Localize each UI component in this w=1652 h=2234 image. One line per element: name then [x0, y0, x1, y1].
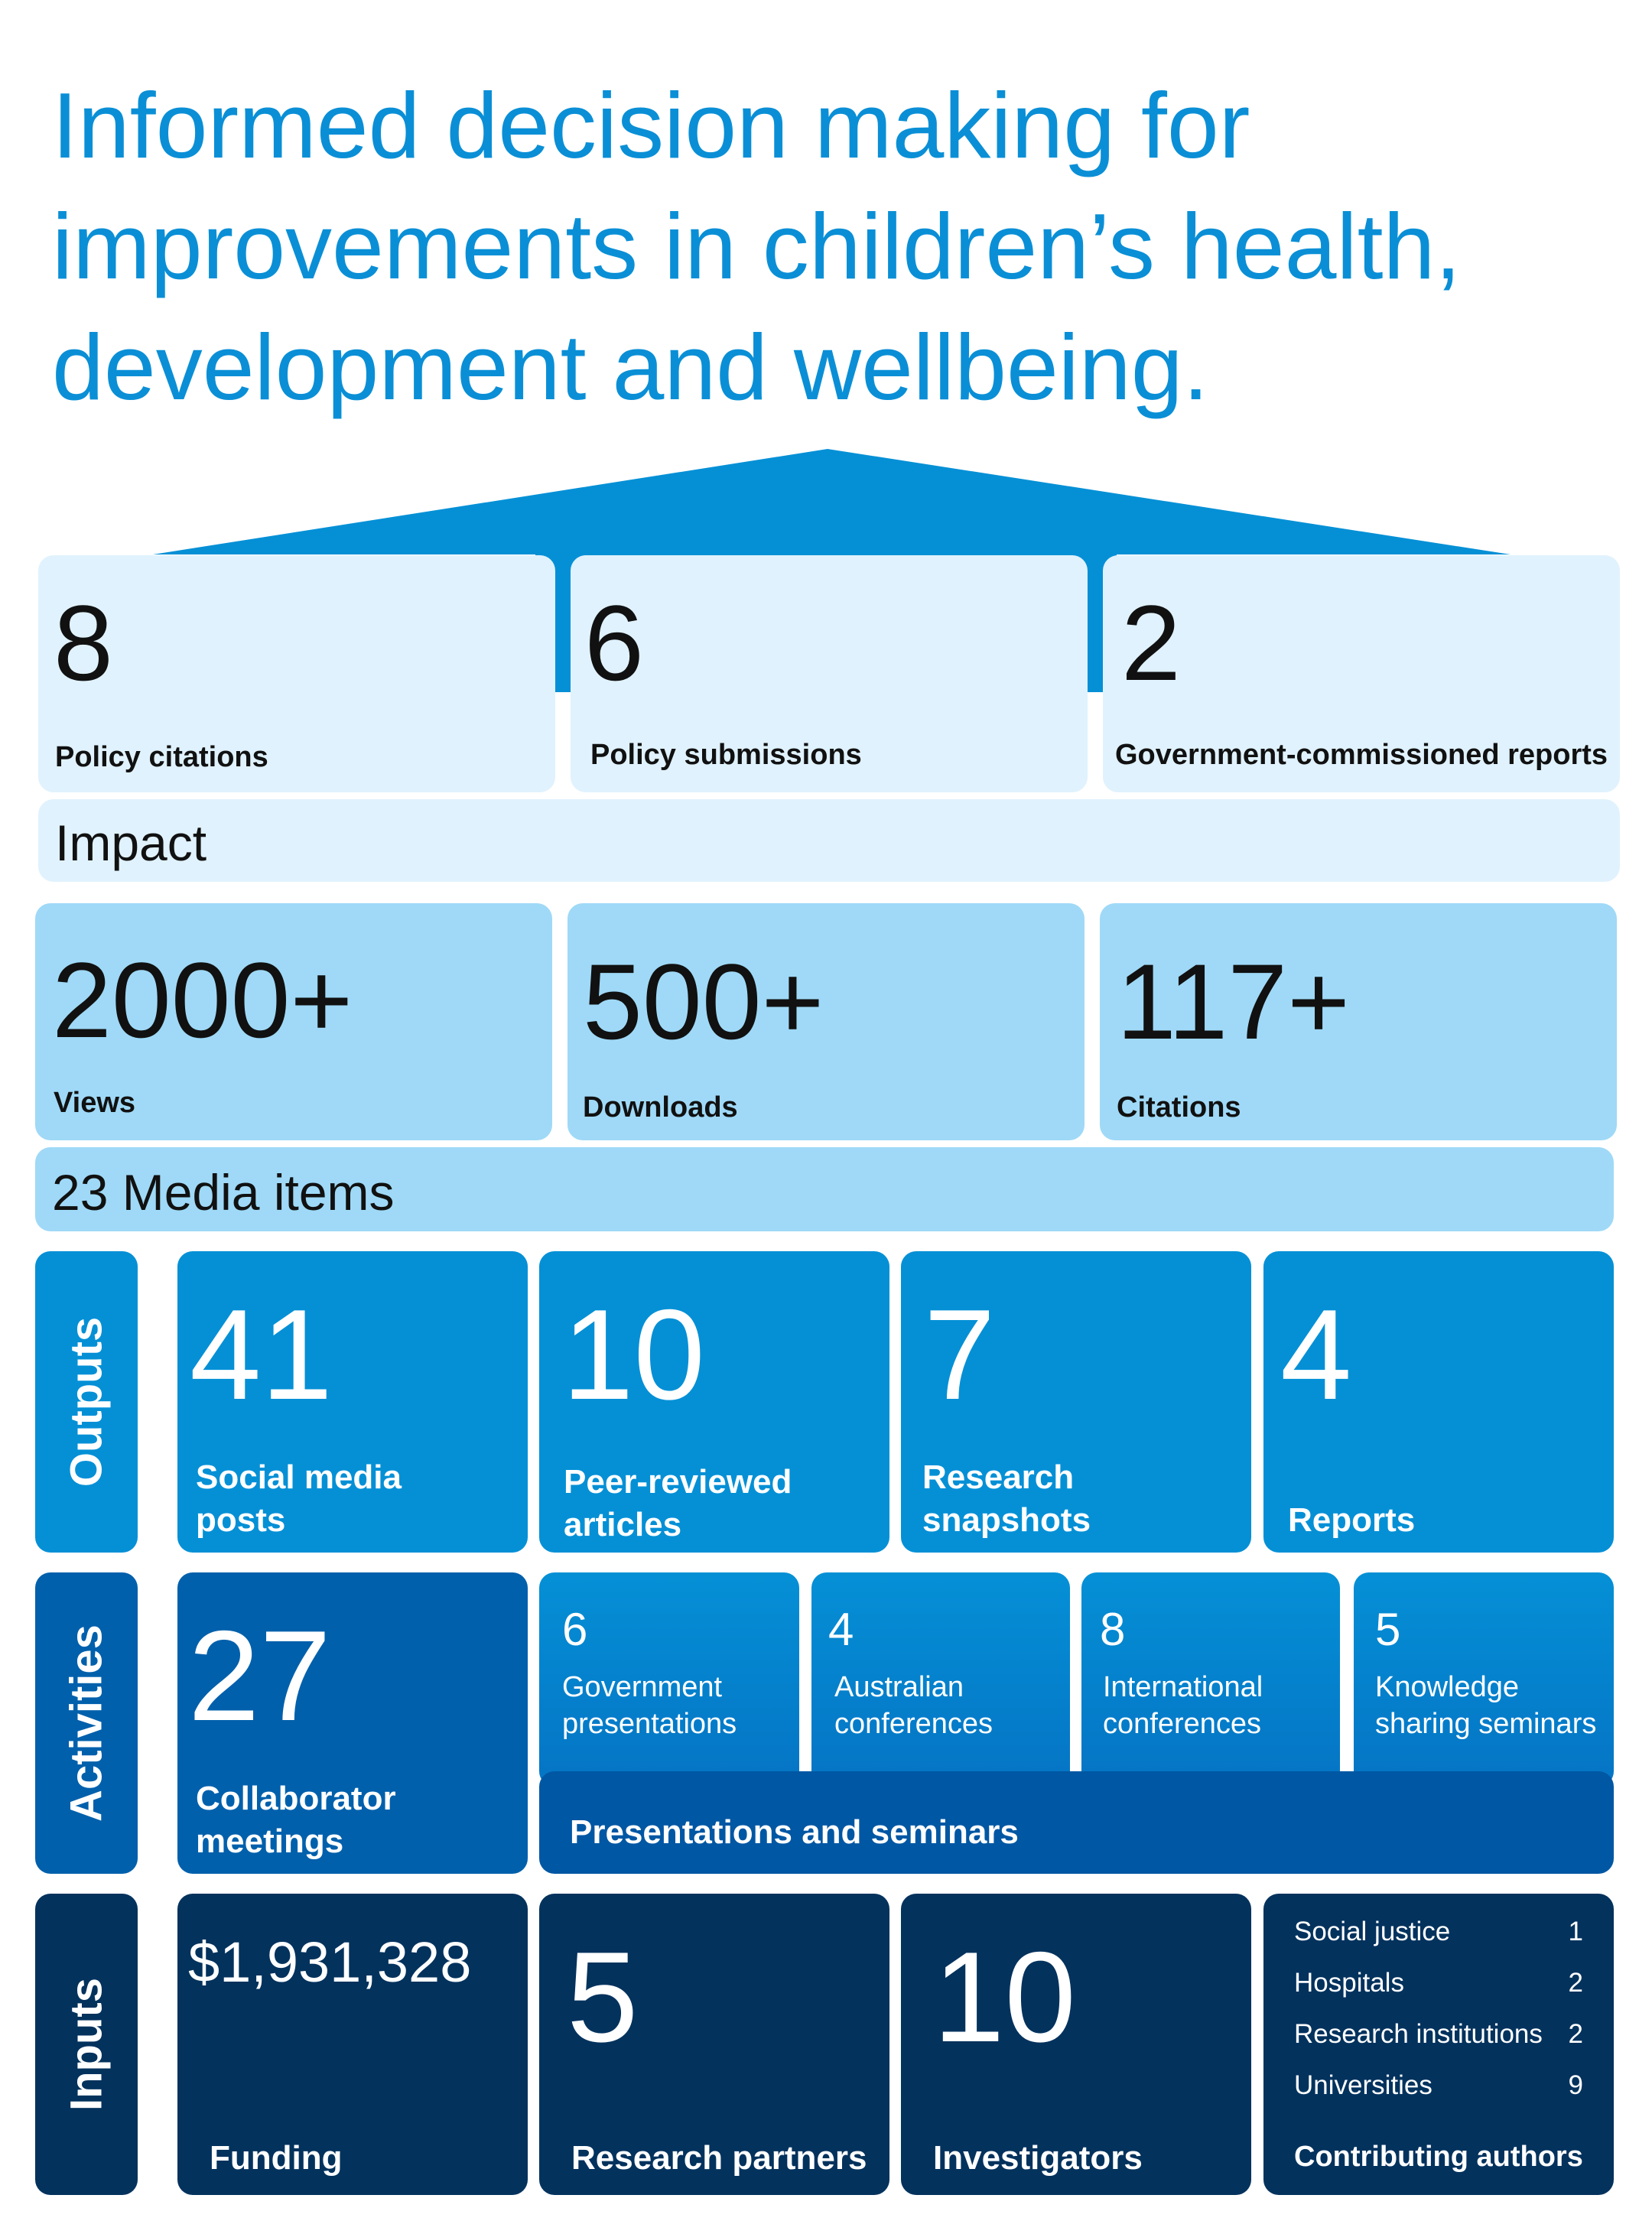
- activity-australian-conferences: 4 Australian conferences: [811, 1572, 1070, 1787]
- reach-label: Citations: [1117, 1091, 1241, 1124]
- authors-row: Universities 9: [1294, 2070, 1583, 2101]
- output-research-snapshots: 7 Research snapshots: [901, 1251, 1251, 1553]
- reach-label: Views: [54, 1087, 136, 1119]
- output-reports: 4 Reports: [1263, 1251, 1614, 1553]
- activity-label: Australian conferences: [834, 1671, 993, 1740]
- inputs-side-label: Inputs: [35, 1894, 138, 2195]
- reach-label: Downloads: [583, 1091, 738, 1124]
- reach-downloads: 500+ Downloads: [567, 903, 1085, 1140]
- authors-row-name: Research institutions: [1294, 2019, 1543, 2049]
- media-items-band: 23 Media items: [35, 1147, 1614, 1231]
- authors-row: Hospitals 2: [1294, 1968, 1583, 1998]
- output-peer-reviewed-articles: 10 Peer-reviewed articles: [539, 1251, 889, 1553]
- authors-row-count: 9: [1568, 2070, 1583, 2100]
- impact-band: Impact: [38, 799, 1620, 882]
- title-line-3: development and wellbeing.: [52, 315, 1209, 419]
- input-contributing-authors: Social justice 1 Hospitals 2 Research in…: [1263, 1894, 1614, 2195]
- authors-row: Social justice 1: [1294, 1917, 1583, 1947]
- media-items-label: 23 Media items: [52, 1164, 395, 1221]
- activity-collaborator-meetings: 27 Collaborator meetings: [177, 1572, 528, 1874]
- activity-value: 6: [562, 1604, 588, 1655]
- authors-row: Research institutions 2: [1294, 2019, 1583, 2050]
- authors-row-name: Hospitals: [1294, 1968, 1404, 1998]
- input-value: $1,931,328: [188, 1930, 472, 1994]
- output-label: Social media posts: [196, 1458, 402, 1539]
- presentations-seminars-band: Presentations and seminars: [539, 1771, 1614, 1874]
- outputs-side-label: Outputs: [35, 1251, 138, 1553]
- reach-citations: 117+ Citations: [1100, 903, 1617, 1140]
- reach-views: 2000+ Views: [35, 903, 552, 1140]
- input-investigators: 10 Investigators: [901, 1894, 1251, 2195]
- output-label: Reports: [1288, 1501, 1416, 1539]
- title-line-1: Informed decision making for: [52, 73, 1250, 177]
- impact-value: 8: [54, 583, 113, 703]
- activity-knowledge-sharing-seminars: 5 Knowledge sharing seminars: [1354, 1572, 1614, 1787]
- input-label: Investigators: [933, 2139, 1143, 2177]
- authors-row-count: 2: [1568, 1968, 1583, 1998]
- output-value: 7: [924, 1283, 996, 1426]
- output-social-media-posts: 41 Social media posts: [177, 1251, 528, 1553]
- impact-government-reports: 2 Government-commissioned reports: [1103, 555, 1620, 792]
- output-label: Peer-reviewed articles: [564, 1463, 792, 1543]
- impact-label: Policy citations: [55, 741, 268, 773]
- activity-government-presentations: 6 Government presentations: [539, 1572, 799, 1787]
- input-label: Research partners: [571, 2139, 867, 2177]
- activity-value: 8: [1100, 1604, 1126, 1655]
- authors-label: Contributing authors: [1294, 2141, 1583, 2173]
- presentations-seminars-label: Presentations and seminars: [570, 1813, 1019, 1851]
- reach-value: 500+: [583, 941, 824, 1062]
- activity-label: Government presentations: [562, 1671, 737, 1740]
- reach-value: 117+: [1117, 941, 1350, 1062]
- activities-side-label: Activities: [35, 1572, 138, 1874]
- output-label: Research snapshots: [922, 1458, 1091, 1539]
- title-line-2: improvements in children’s health,: [52, 194, 1462, 298]
- input-funding: $1,931,328 Funding: [177, 1894, 528, 2195]
- authors-row-count: 2: [1568, 2019, 1583, 2049]
- output-value: 41: [190, 1283, 333, 1426]
- output-value: 10: [562, 1283, 705, 1426]
- input-research-partners: 5 Research partners: [539, 1894, 889, 2195]
- impact-label: Government-commissioned reports: [1115, 739, 1608, 771]
- input-label: Funding: [210, 2139, 343, 2177]
- impact-value: 6: [584, 583, 644, 703]
- input-value: 10: [933, 1925, 1076, 2069]
- activity-value: 4: [828, 1604, 854, 1655]
- activity-label: Knowledge sharing seminars: [1375, 1671, 1597, 1740]
- impact-band-label: Impact: [55, 815, 207, 871]
- reach-value: 2000+: [52, 940, 353, 1060]
- activity-international-conferences: 8 International conferences: [1081, 1572, 1340, 1787]
- activity-value: 5: [1375, 1604, 1401, 1655]
- impact-value: 2: [1121, 583, 1181, 703]
- page-title: Informed decision making for improvement…: [52, 65, 1628, 428]
- impact-policy-citations: 8 Policy citations: [38, 555, 555, 792]
- activity-label: Collaborator meetings: [196, 1780, 396, 1860]
- activity-value: 27: [188, 1604, 331, 1748]
- impact-label: Policy submissions: [590, 739, 862, 771]
- impact-policy-submissions: 6 Policy submissions: [571, 555, 1088, 792]
- authors-row-name: Social justice: [1294, 1917, 1451, 1946]
- activity-label: International conferences: [1103, 1671, 1263, 1740]
- input-value: 5: [567, 1925, 639, 2069]
- output-value: 4: [1280, 1283, 1352, 1426]
- authors-row-name: Universities: [1294, 2070, 1432, 2100]
- authors-row-count: 1: [1568, 1917, 1583, 1946]
